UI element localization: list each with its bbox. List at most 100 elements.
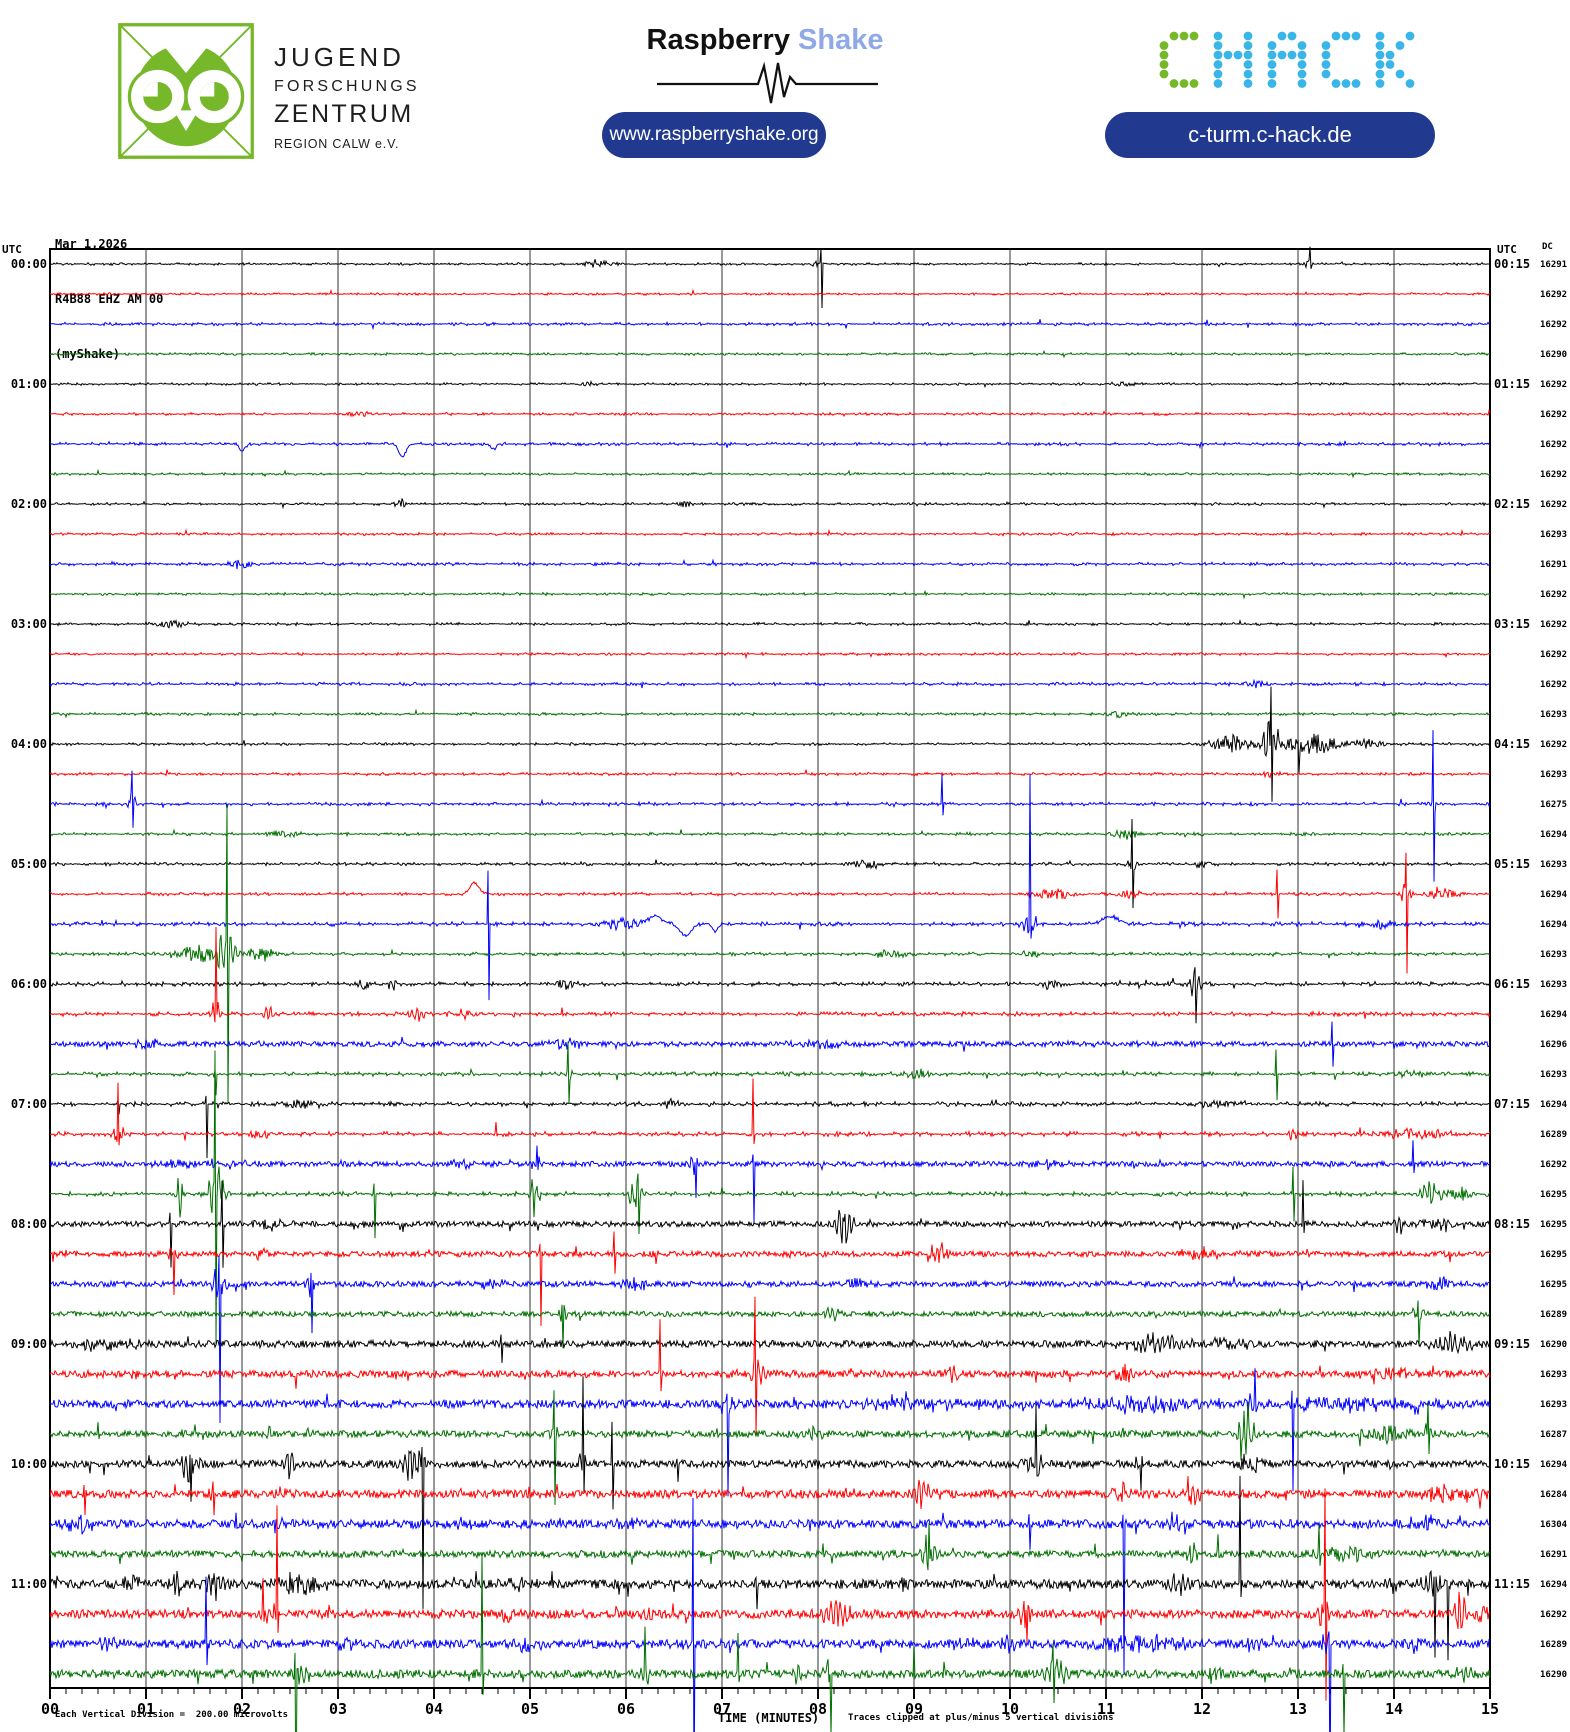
seismo-trace-3	[49, 349, 1490, 359]
hour-label-right: 01:15	[1494, 377, 1530, 391]
chack-dot	[1213, 50, 1223, 60]
chack-dot	[1297, 41, 1307, 50]
seismo-trace-40	[49, 1376, 1491, 1609]
chack-dot	[1243, 79, 1253, 88]
dc-column-label: DC	[1542, 242, 1553, 252]
x-tick-label: 11	[1097, 1700, 1115, 1718]
chack-dot	[1243, 50, 1253, 60]
hour-label-left: 00:00	[11, 257, 47, 271]
dc-value: 16295	[1540, 1220, 1567, 1230]
x-tick-label: 01	[137, 1700, 155, 1718]
seismo-trace-6	[49, 440, 1490, 458]
chack-dot	[1351, 79, 1361, 88]
dc-value: 16292	[1540, 500, 1567, 510]
dc-value: 16293	[1540, 1400, 1567, 1410]
seismo-trace-34	[49, 1255, 1491, 1423]
chack-dot	[1287, 31, 1297, 41]
x-tick-label: 00	[41, 1700, 59, 1718]
dc-value: 16296	[1540, 1040, 1567, 1050]
chack-dot	[1179, 31, 1189, 41]
dc-value: 16292	[1540, 1160, 1567, 1170]
jfz-line-jugend: JUGEND	[274, 42, 405, 72]
chack-dot	[1159, 50, 1169, 60]
dc-value: 16292	[1540, 740, 1567, 750]
chack-dot	[1385, 50, 1395, 60]
hour-label-left: 06:00	[11, 977, 47, 991]
chack-dot	[1341, 31, 1351, 41]
x-tick-label: 15	[1481, 1700, 1499, 1718]
dc-value: 16293	[1540, 710, 1567, 720]
jfz-line-zentrum: ZENTRUM	[274, 100, 414, 128]
seismo-trace-43	[49, 1523, 1491, 1571]
seismo-trace-37	[49, 1296, 1491, 1435]
seismic-wave-icon	[657, 61, 878, 104]
hour-label-right: 04:15	[1494, 737, 1530, 751]
chack-link[interactable]: c-turm.c-hack.de	[1105, 112, 1435, 158]
seismo-trace-26	[49, 1021, 1491, 1067]
dc-value: 16304	[1540, 1520, 1568, 1530]
dc-value: 16293	[1540, 1370, 1567, 1380]
seismo-trace-15	[49, 708, 1491, 719]
hour-label-left: 07:00	[11, 1097, 47, 1111]
chack-dot	[1341, 79, 1351, 88]
dc-value: 16293	[1540, 530, 1567, 540]
seismo-trace-36	[49, 1330, 1491, 1363]
footer-division-note: Each Vertical Division = 200.00 microvol…	[55, 1710, 288, 1720]
chack-dot	[1321, 60, 1331, 69]
dc-value: 16295	[1540, 1190, 1567, 1200]
raspberryshake-brand-black: Raspberry	[646, 24, 790, 56]
dc-value: 16294	[1540, 830, 1568, 840]
seismo-trace-1	[49, 288, 1491, 297]
chack-dot	[1267, 69, 1277, 79]
dc-value: 16293	[1540, 860, 1567, 870]
x-tick-label: 10	[1001, 1700, 1019, 1718]
dc-value: 16287	[1540, 1430, 1567, 1440]
seismo-trace-5	[50, 409, 1491, 418]
chack-dot	[1189, 31, 1199, 41]
seismo-trace-17	[49, 769, 1491, 779]
seismo-trace-25	[49, 926, 1491, 1023]
seismo-trace-44	[49, 1475, 1491, 1661]
seismo-trace-9	[49, 528, 1491, 537]
dc-value: 16292	[1540, 320, 1567, 330]
chack-dot	[1405, 31, 1415, 41]
dc-value: 16292	[1540, 620, 1567, 630]
hour-label-right: 10:15	[1494, 1457, 1530, 1471]
x-axis-title: TIME (MINUTES)	[718, 1711, 820, 1725]
jfz-wordmark: JUGEND FORSCHUNGS ZENTRUM REGION CALW e.…	[274, 42, 420, 151]
dc-value: 16293	[1540, 770, 1567, 780]
chack-dot	[1297, 60, 1307, 69]
chack-dot	[1395, 41, 1405, 50]
x-tick-label: 07	[713, 1700, 731, 1718]
x-tick-label: 14	[1385, 1700, 1403, 1718]
seismo-trace-41	[49, 1476, 1491, 1516]
hour-label-right: 05:15	[1494, 857, 1530, 871]
utc-right-label: UTC	[1497, 243, 1517, 256]
chack-dot	[1213, 31, 1223, 41]
dc-value: 16289	[1540, 1640, 1567, 1650]
chack-dot	[1331, 31, 1341, 41]
seismo-trace-28	[49, 1095, 1491, 1159]
owl-logo	[118, 23, 254, 159]
hour-label-left: 08:00	[11, 1217, 47, 1231]
raspberryshake-link[interactable]: www.raspberryshake.org	[602, 112, 826, 158]
x-tick-label: 12	[1193, 1700, 1211, 1718]
dc-value: 16275	[1540, 800, 1567, 810]
chack-dot	[1297, 69, 1307, 79]
chack-dot	[1159, 41, 1169, 50]
chack-dot	[1277, 31, 1287, 41]
seismo-trace-24	[49, 967, 1491, 1024]
hour-label-right: 06:15	[1494, 977, 1530, 991]
seismo-trace-47	[49, 1551, 1491, 1732]
dc-value: 16294	[1540, 1460, 1568, 1470]
chack-dot	[1297, 79, 1307, 88]
dc-value: 16289	[1540, 1310, 1567, 1320]
seismo-trace-4	[49, 380, 1491, 389]
chack-dot	[1243, 31, 1253, 41]
chack-dot	[1375, 50, 1385, 60]
seismo-trace-19	[49, 828, 1491, 840]
station-info: Mar 1,2026 R4B88 EHZ AM 00 (myShake)	[55, 198, 163, 401]
hour-label-left: 11:00	[11, 1577, 47, 1591]
dc-value: 16293	[1540, 980, 1567, 990]
